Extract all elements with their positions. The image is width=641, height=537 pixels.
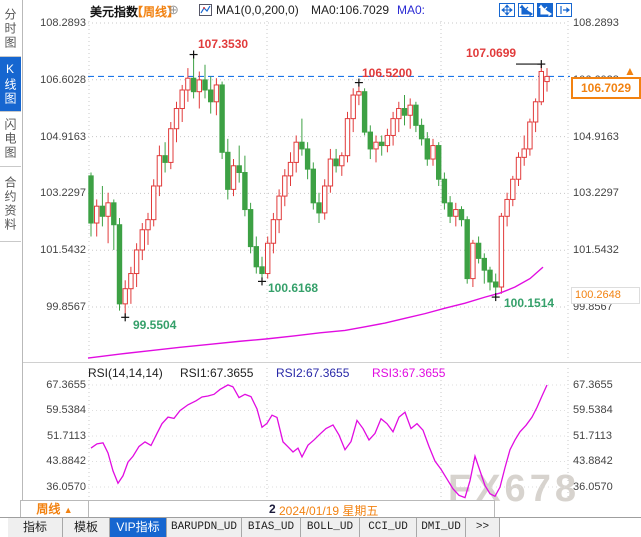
price-annotation: 99.5504 [133, 318, 177, 332]
tab->>[interactable]: >> [466, 518, 500, 537]
period-cell[interactable]: 周线 ▲ [20, 500, 89, 517]
tab-BIAS-UD[interactable]: BIAS_UD [242, 518, 301, 537]
axis-label: 101.5432 [40, 244, 86, 257]
sidebar: 分时图 K线图闪电图合约资料 [0, 0, 23, 537]
symbol-title: 美元指数 [90, 5, 139, 19]
axis-label: 36.0570 [573, 481, 613, 493]
axis-label: 101.5432 [573, 244, 619, 257]
rsi3-value: RSI3:67.3655 [372, 366, 446, 380]
ma-value-axis-label: 100.2648 [571, 287, 640, 304]
price-up-arrow-icon: ▲ [624, 64, 636, 78]
axis-scale-icon[interactable] [537, 3, 553, 17]
axis-label: 59.5384 [573, 404, 613, 417]
sidebar-item-1[interactable]: 分时图 [0, 2, 21, 57]
axis-zoom-icon[interactable] [518, 3, 534, 17]
gridline-year-label: 2 [269, 502, 276, 516]
tab-VIP指标[interactable]: VIP指标 [110, 518, 167, 537]
axis-label: 43.8842 [46, 455, 86, 468]
sidebar-item-label: 合约资料 [3, 176, 17, 232]
axis-label: 67.3655 [573, 379, 613, 391]
axis-label: 36.0570 [46, 481, 86, 493]
sidebar-item-2[interactable]: K线图 [0, 57, 21, 112]
rsi1-value: RSI1:67.3655 [180, 366, 254, 380]
ma-secondary-label: MA0: [397, 3, 426, 17]
sidebar-item-4[interactable]: 合约资料 [0, 167, 21, 242]
price-annotation: 107.0699 [466, 46, 517, 60]
sidebar-item-3[interactable]: 闪电图 [0, 112, 21, 167]
axis-label: 51.7113 [47, 429, 86, 442]
axis-label: 99.8567 [573, 301, 613, 313]
axis-label: 99.8567 [46, 301, 86, 313]
pan-icon[interactable] [499, 3, 515, 17]
price-annotation: 107.3530 [198, 37, 249, 51]
axis-label: 103.2297 [573, 187, 619, 200]
axis-label: 51.7113 [573, 429, 612, 442]
chart-type-icon[interactable] [199, 4, 212, 16]
price-annotation: 100.1514 [504, 296, 555, 310]
axis-label: 104.9163 [573, 130, 619, 143]
axis-label: 59.5384 [46, 404, 86, 417]
tab-BOLL-UD[interactable]: BOLL_UD [301, 518, 360, 537]
tab-DMI-UD[interactable]: DMI_UD [417, 518, 466, 537]
period-label: 周线 [36, 502, 61, 516]
axis-label: 103.2297 [40, 187, 86, 200]
current-price-box: 106.7029 [571, 77, 641, 99]
exit-chart-icon[interactable] [556, 3, 572, 17]
price-annotation: 106.5200 [362, 66, 413, 80]
add-indicator-icon[interactable]: ⊕ [168, 2, 179, 17]
axis-label: 108.2893 [40, 17, 86, 29]
bottom-tab-bar: 指标 模板 VIP指标 BARUPDN_UD BIAS_UD BOLL_UD CCI_UD D… [0, 517, 641, 537]
period-badge: 【周线】 [131, 5, 180, 19]
rsi-panel-header: RSI(14,14,14) RSI1:67.3655 RSI2:67.3655 … [0, 362, 641, 381]
tab-指标[interactable]: 指标 [8, 518, 63, 537]
sidebar-item-label: 闪电图 [3, 118, 17, 160]
period-up-triangle-icon: ▲ [63, 505, 73, 515]
price-annotation: 100.6168 [268, 281, 319, 295]
sidebar-item-label: 分时图 [3, 8, 17, 50]
date-cell: 2 2024/01/19 星期五 [88, 500, 495, 518]
rsi-name-label: RSI(14,14,14) [88, 366, 163, 380]
top-bar: 美元指数 【周线】 ⊕ MA1(0,0,200,0) MA0:106.7029 … [0, 0, 641, 20]
tab-模板[interactable]: 模板 [63, 518, 110, 537]
rsi2-value: RSI2:67.3655 [276, 366, 350, 380]
axis-label: 43.8842 [573, 455, 613, 468]
ma-value-label: MA0:106.7029 [311, 3, 390, 17]
axis-label: 104.9163 [40, 130, 86, 143]
ma-settings-label: MA1(0,0,200,0) [216, 3, 299, 17]
tab-BARUPDN-UD[interactable]: BARUPDN_UD [167, 518, 242, 537]
sidebar-item-label: K线图 [3, 62, 17, 106]
tab-CCI-UD[interactable]: CCI_UD [360, 518, 417, 537]
status-bar: 周线 ▲ 2 2024/01/19 星期五 [0, 500, 641, 518]
axis-label: 106.6028 [40, 73, 86, 86]
axis-label: 108.2893 [573, 17, 619, 29]
axis-label: 67.3655 [46, 379, 86, 391]
date-label: 2024/01/19 星期五 [279, 504, 379, 518]
